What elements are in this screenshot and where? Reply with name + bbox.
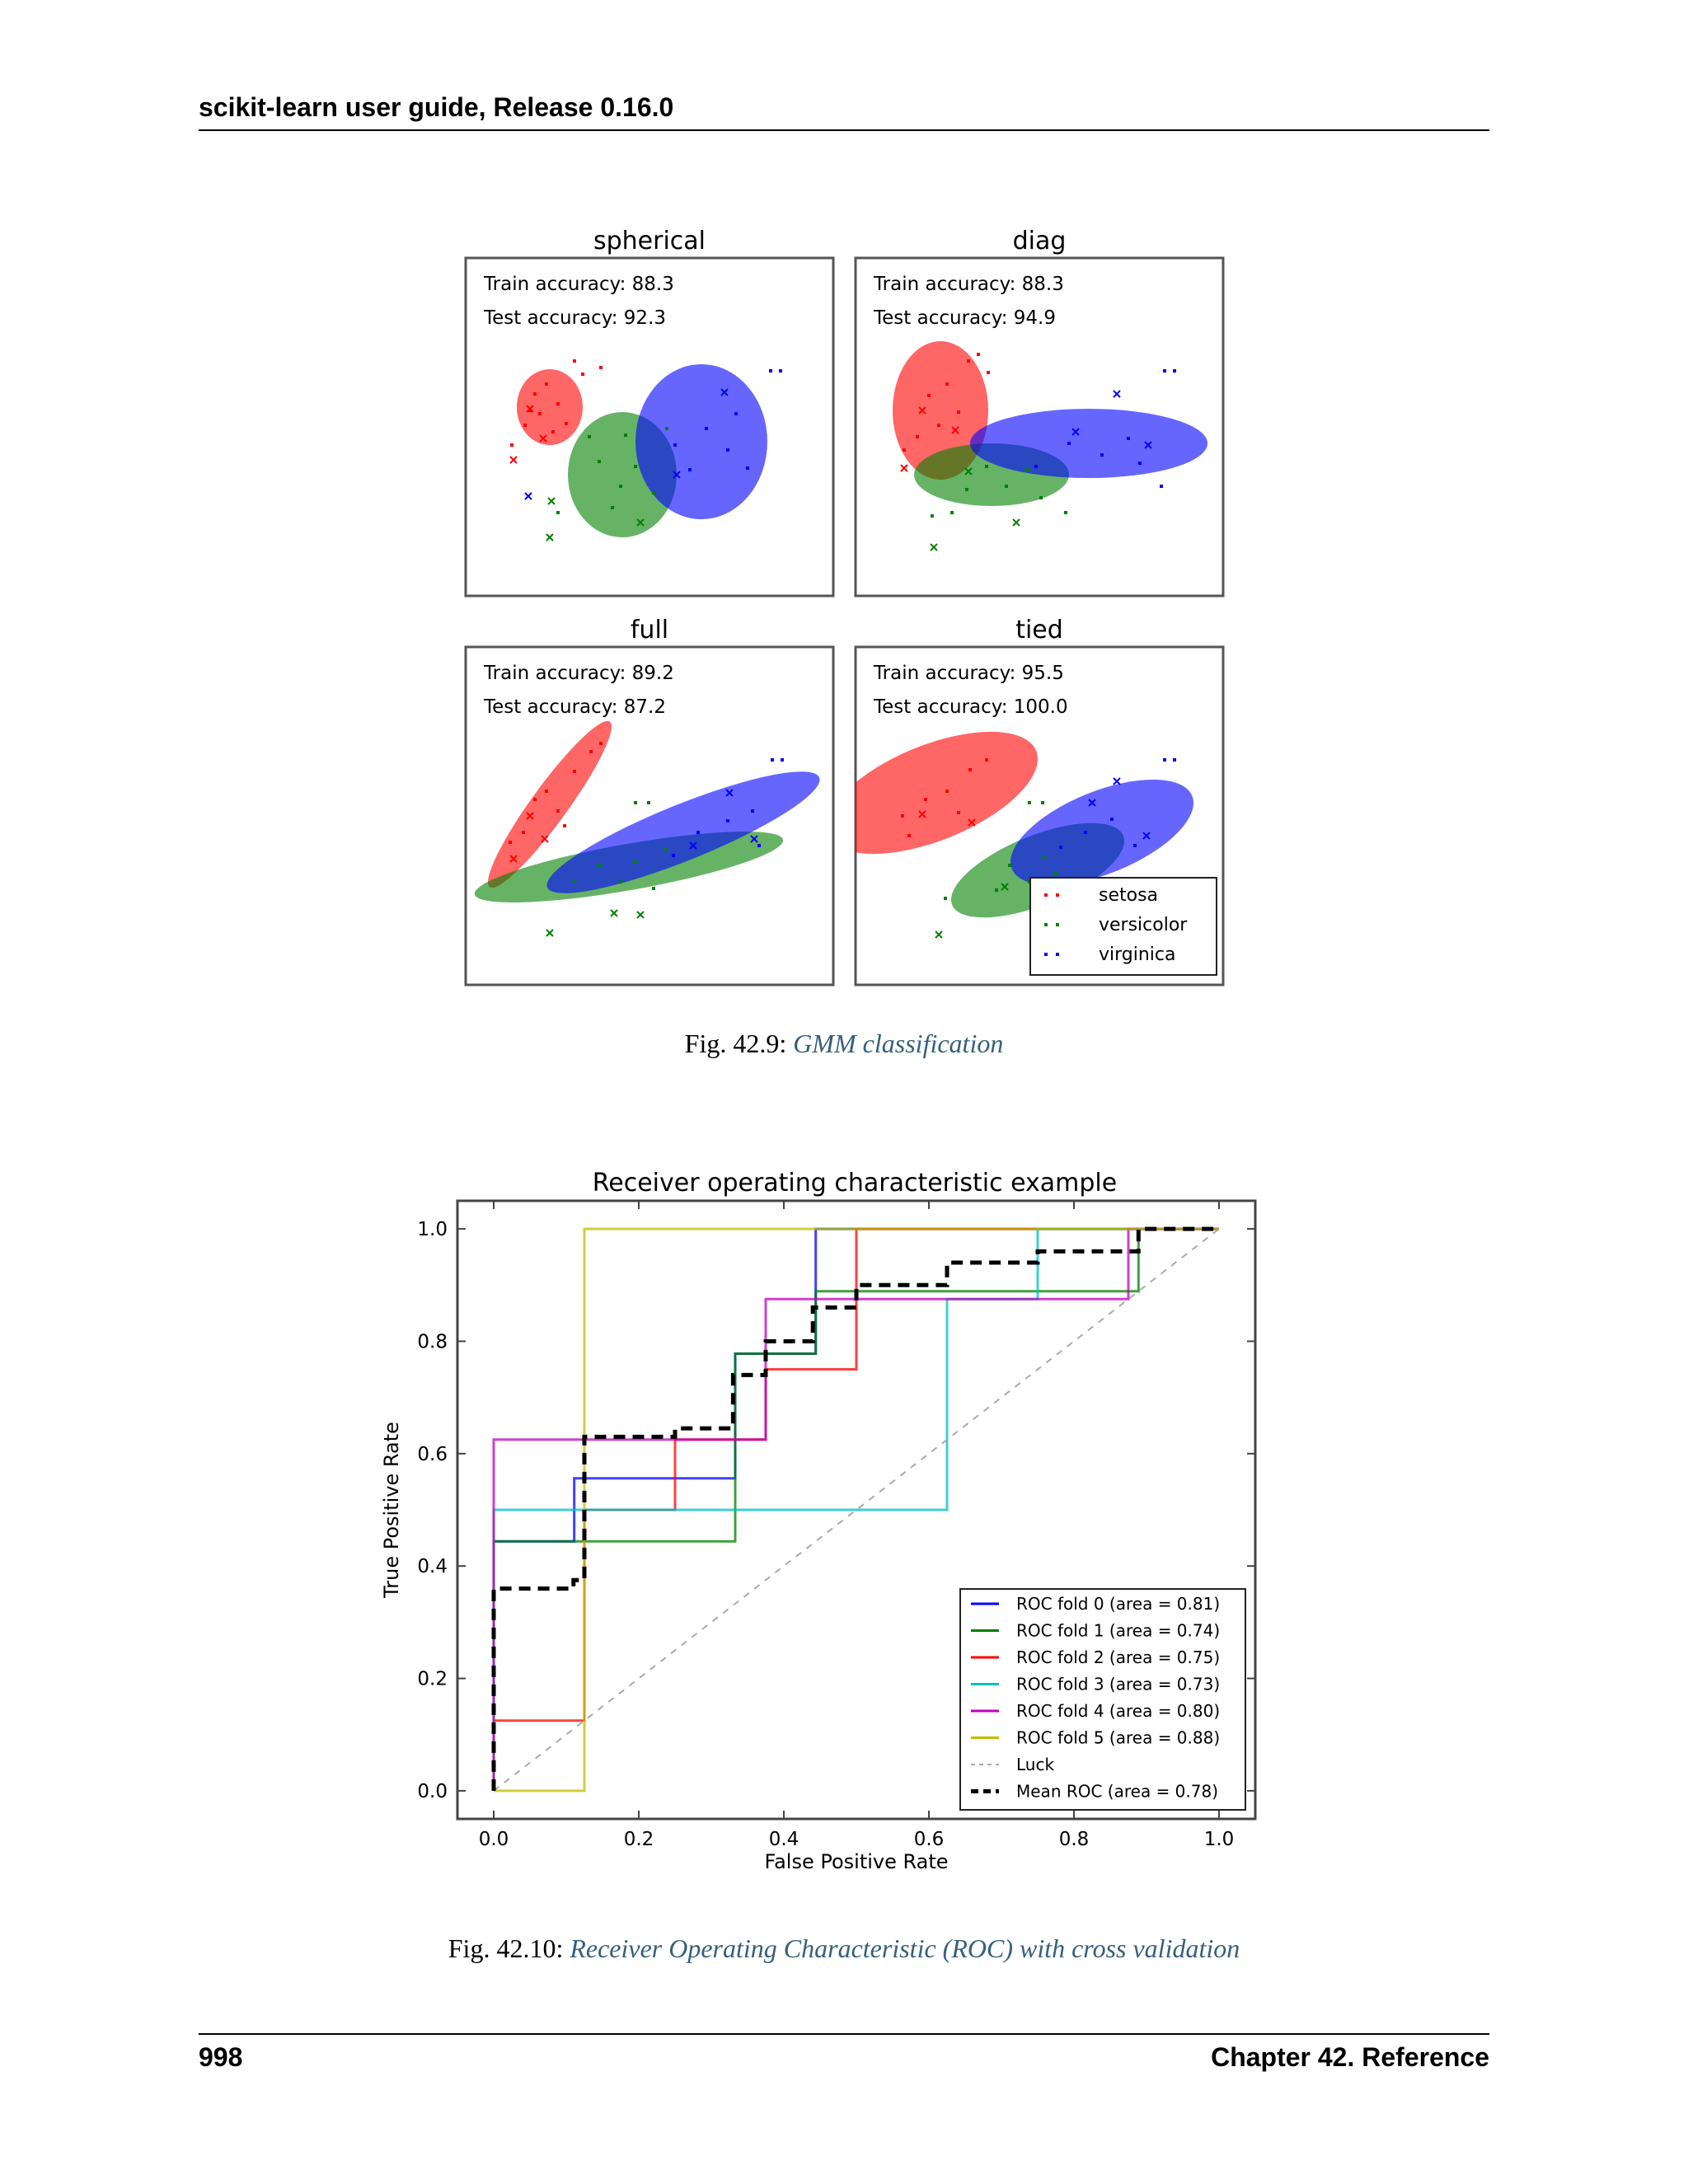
train-accuracy-label: Train accuracy: 89.2 (483, 663, 674, 684)
test-accuracy-label: Test accuracy: 92.3 (483, 307, 666, 329)
x-tick-label: 0.2 (624, 1829, 654, 1850)
x-tick-label: 0.0 (479, 1829, 509, 1850)
x-axis-label: False Positive Rate (764, 1850, 948, 1873)
versicolor-points (573, 801, 667, 890)
y-tick-label: 0.6 (417, 1444, 448, 1465)
virginica-ellipse (546, 771, 820, 893)
caption-label: Fig. 42.9: (684, 1029, 794, 1058)
train-accuracy-label: Train accuracy: 88.3 (873, 274, 1064, 295)
legend-label-roc-fold-3-area-0-73: ROC fold 3 (area = 0.73) (1016, 1675, 1220, 1694)
setosa-ellipse (487, 720, 612, 888)
x-tick-label: 0.6 (914, 1829, 945, 1850)
legend-label-versicolor: versicolor (1099, 915, 1188, 935)
versicolor-x-markers (935, 883, 1009, 939)
x-tick-label: 0.4 (769, 1829, 799, 1850)
setosa-points (510, 359, 603, 447)
y-tick-label: 0.8 (417, 1331, 448, 1352)
y-tick-label: 0.2 (417, 1669, 448, 1690)
panel-title: full (631, 616, 668, 644)
gmm-panel-full: full (464, 616, 835, 987)
y-tick-label: 0.4 (417, 1556, 448, 1577)
page-header-title: scikit-learn user guide, Release 0.16.0 (199, 92, 674, 122)
footer-chapter: Chapter 42. Reference (1211, 2042, 1489, 2072)
setosa-points (509, 742, 603, 844)
x-tick-label: 1.0 (1204, 1829, 1235, 1850)
caption-label: Fig. 42.10: (448, 1933, 570, 1963)
caption-link-roc-cross-validation[interactable]: Receiver Operating Characteristic (ROC) … (570, 1933, 1240, 1963)
train-accuracy-label: Train accuracy: 95.5 (873, 663, 1064, 684)
y-tick-label: 0.0 (417, 1781, 448, 1802)
virginica-ellipse (635, 364, 767, 519)
roc-ticks: 0.0 0.2 0.4 0.6 0.8 1.0 0.0 0.2 0.4 0.6 0.8 1.0 (417, 1201, 1255, 1850)
versicolor-points (931, 465, 1067, 518)
panel-title: tied (1015, 616, 1063, 644)
gmm-panel-tied: tied (854, 616, 1225, 987)
setosa-x-markers (918, 810, 976, 827)
virginica-x-markers (1088, 777, 1151, 840)
virginica-points (1059, 758, 1176, 849)
legend-label-setosa: setosa (1099, 885, 1158, 906)
versicolor-x-markers (546, 497, 645, 541)
gmm-panel-diag: diag (854, 227, 1225, 598)
page-number: 998 (199, 2042, 243, 2072)
panel-title: diag (1013, 227, 1067, 255)
versicolor-x-markers (546, 909, 645, 937)
setosa-points (903, 353, 990, 452)
setosa-x-markers (509, 812, 549, 863)
legend-label-roc-fold-1-area-0-74: ROC fold 1 (area = 0.74) (1016, 1621, 1220, 1641)
figure-caption-42-10: Fig. 42.10: Receiver Operating Character… (0, 1933, 1688, 1964)
legend-label-roc-fold-4-area-0-80: ROC fold 4 (area = 0.80) (1016, 1701, 1220, 1721)
roc-figure: Receiver operating characteristic exampl… (380, 1169, 1257, 1873)
legend-label-virginica: virginica (1099, 944, 1176, 965)
legend-versicolor-marker (1044, 923, 1059, 926)
setosa-x-markers (900, 406, 959, 472)
figure-caption-42-9: Fig. 42.9: GMM classification (0, 1029, 1688, 1059)
setosa-points (901, 758, 988, 837)
gmm-legend: setosa versicolor virginica (1029, 877, 1217, 976)
versicolor-points (556, 427, 668, 514)
chart-title: Receiver operating characteristic exampl… (593, 1169, 1117, 1197)
panel-title: spherical (593, 227, 706, 255)
versicolor-x-markers (930, 467, 1020, 551)
virginica-ellipse (970, 409, 1207, 478)
setosa-ellipse (517, 369, 583, 445)
y-tick-label: 1.0 (417, 1219, 448, 1240)
test-accuracy-label: Test accuracy: 87.2 (483, 696, 666, 718)
caption-link-gmm-classification[interactable]: GMM classification (793, 1029, 1004, 1058)
header-rule (199, 129, 1489, 131)
virginica-x-markers (1071, 390, 1152, 449)
virginica-x-markers (689, 789, 758, 850)
virginica-points (673, 369, 782, 471)
y-axis-label: True Positive Rate (380, 1422, 403, 1599)
legend-virginica-marker (1044, 953, 1059, 956)
train-accuracy-label: Train accuracy: 88.3 (483, 274, 674, 295)
test-accuracy-label: Test accuracy: 94.9 (873, 307, 1056, 329)
legend-label-mean-roc-area-0-78: Mean ROC (area = 0.78) (1016, 1782, 1218, 1802)
virginica-ellipse (1010, 779, 1193, 886)
legend-label-roc-fold-2-area-0-75: ROC fold 2 (area = 0.75) (1016, 1647, 1220, 1667)
footer-rule (199, 2033, 1489, 2035)
legend-label-roc-fold-5-area-0-88: ROC fold 5 (area = 0.88) (1016, 1728, 1220, 1748)
roc-legend: ROC fold 0 (area = 0.81) ROC fold 1 (area… (959, 1588, 1246, 1811)
test-accuracy-label: Test accuracy: 100.0 (873, 696, 1068, 718)
gmm-panel-spherical: spherical (464, 227, 835, 598)
gmm-figure: spherical (464, 227, 1225, 987)
virginica-points (672, 758, 784, 857)
legend-setosa-marker (1044, 893, 1059, 897)
setosa-x-markers (509, 405, 547, 464)
x-tick-label: 0.8 (1059, 1829, 1090, 1850)
setosa-ellipse (893, 341, 988, 480)
setosa-ellipse (856, 731, 1038, 855)
legend-label-luck: Luck (1016, 1755, 1054, 1774)
roc-curve-mean-roc-area-0-78 (491, 1226, 1219, 1791)
virginica-x-markers (524, 388, 729, 500)
roc-lines (491, 1226, 1220, 1793)
virginica-points (1034, 369, 1176, 488)
legend-label-roc-fold-0-area-0-81: ROC fold 0 (area = 0.81) (1016, 1594, 1220, 1614)
